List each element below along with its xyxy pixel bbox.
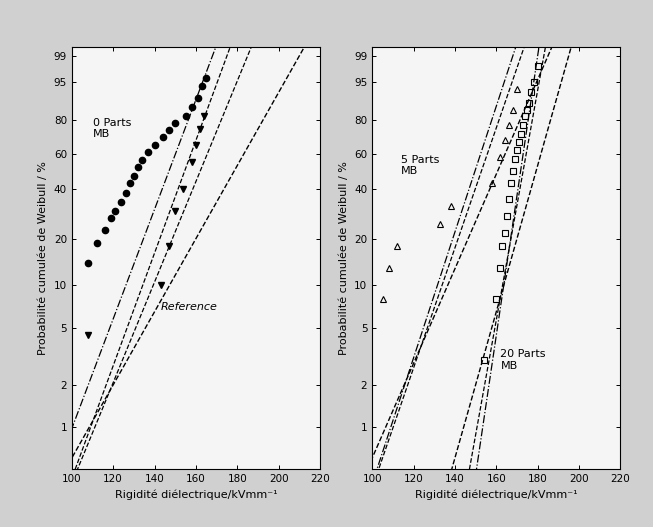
Text: 0 Parts
MB: 0 Parts MB — [93, 118, 131, 140]
Text: Reference: Reference — [161, 302, 217, 312]
Y-axis label: Probabilité cumulée de Weibull / %: Probabilité cumulée de Weibull / % — [338, 161, 349, 355]
Text: 20 Parts
MB: 20 Parts MB — [500, 349, 546, 370]
Text: 5 Parts
MB: 5 Parts MB — [401, 154, 439, 176]
Y-axis label: Probabilité cumulée de Weibull / %: Probabilité cumulée de Weibull / % — [38, 161, 48, 355]
X-axis label: Rigidité diélectrique/kVmm⁻¹: Rigidité diélectrique/kVmm⁻¹ — [114, 490, 278, 500]
X-axis label: Rigidité diélectrique/kVmm⁻¹: Rigidité diélectrique/kVmm⁻¹ — [415, 490, 578, 500]
